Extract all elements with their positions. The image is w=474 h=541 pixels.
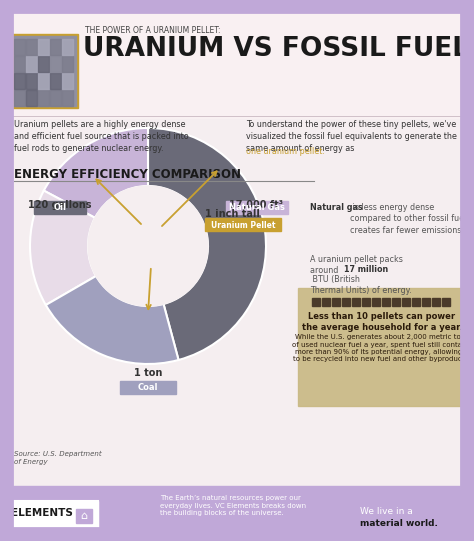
Text: THE POWER OF A URANIUM PELLET:: THE POWER OF A URANIUM PELLET: — [85, 26, 220, 35]
Text: Natural Gas: Natural Gas — [229, 202, 285, 212]
Bar — [50, 39, 61, 55]
Bar — [14, 39, 25, 55]
Bar — [62, 73, 73, 89]
Text: one uranium pellet.: one uranium pellet. — [246, 147, 325, 156]
Text: URANIUM VS FOSSIL FUELS: URANIUM VS FOSSIL FUELS — [83, 36, 474, 62]
Bar — [298, 288, 466, 406]
Bar — [392, 298, 400, 306]
Text: 17,000 ft³: 17,000 ft³ — [229, 200, 283, 210]
Bar — [38, 90, 49, 106]
Text: While the U.S. generates about 2,000 metric tons
of used nuclear fuel a year, sp: While the U.S. generates about 2,000 met… — [292, 334, 472, 362]
Bar — [372, 298, 380, 306]
Bar — [12, 34, 78, 108]
Bar — [50, 56, 61, 72]
Bar — [442, 298, 450, 306]
Bar — [402, 298, 410, 306]
Bar — [34, 201, 86, 214]
Bar — [10, 10, 464, 118]
Bar — [412, 298, 420, 306]
Bar — [38, 73, 49, 89]
Bar — [26, 73, 37, 89]
Circle shape — [88, 186, 208, 306]
Bar — [50, 90, 61, 106]
Bar — [76, 509, 92, 523]
Text: ELEMENTS: ELEMENTS — [11, 508, 73, 518]
Wedge shape — [44, 128, 148, 218]
Wedge shape — [148, 128, 266, 360]
Wedge shape — [46, 276, 179, 364]
Bar — [14, 90, 25, 106]
Text: 17 million: 17 million — [344, 265, 388, 274]
Bar — [226, 201, 288, 214]
Bar — [382, 298, 390, 306]
Text: 1 ton: 1 ton — [134, 368, 162, 378]
Bar — [205, 218, 281, 231]
Text: is less energy dense
compared to other fossil fuels, but
creates far fewer emiss: is less energy dense compared to other f… — [350, 203, 474, 235]
Text: Uranium Pellet: Uranium Pellet — [211, 221, 275, 229]
Bar — [62, 90, 73, 106]
Text: Oil: Oil — [54, 202, 66, 212]
Bar — [26, 39, 37, 55]
Bar — [322, 298, 330, 306]
Bar — [352, 298, 360, 306]
Bar — [26, 56, 37, 72]
Bar — [342, 298, 350, 306]
Text: 1 inch tall: 1 inch tall — [205, 209, 260, 219]
Text: Uranium pellets are a highly energy dense
and efficient fuel source that is pack: Uranium pellets are a highly energy dens… — [14, 120, 189, 153]
Text: The Earth’s natural resources power our
everyday lives. VC Elements breaks down
: The Earth’s natural resources power our … — [160, 495, 306, 517]
Text: Coal: Coal — [138, 384, 158, 393]
Text: Natural gas: Natural gas — [310, 203, 363, 212]
Bar — [10, 501, 98, 533]
Bar — [10, 501, 98, 533]
Bar — [120, 381, 176, 394]
Bar — [26, 90, 37, 106]
Bar — [62, 56, 73, 72]
Wedge shape — [30, 190, 96, 305]
Bar — [0, 486, 474, 541]
Text: We live in a: We live in a — [360, 506, 416, 516]
Bar — [50, 73, 61, 89]
Bar — [362, 298, 370, 306]
Text: Less than 10 pellets can power
the average household for a year.: Less than 10 pellets can power the avera… — [302, 312, 462, 332]
Bar — [422, 298, 430, 306]
Text: A uranium pellet packs
around: A uranium pellet packs around — [310, 255, 403, 275]
Bar — [38, 56, 49, 72]
Bar — [14, 56, 25, 72]
Text: BTU (British
Thermal Units) of energy.: BTU (British Thermal Units) of energy. — [310, 275, 412, 295]
Bar — [14, 73, 25, 89]
Text: 120 gallons: 120 gallons — [28, 200, 92, 210]
Text: To understand the power of these tiny pellets, we've
visualized the fossil fuel : To understand the power of these tiny pe… — [246, 120, 457, 153]
Text: material world.: material world. — [360, 518, 438, 527]
Bar — [14, 36, 76, 106]
Bar — [432, 298, 440, 306]
Text: Source: U.S. Department
of Energy: Source: U.S. Department of Energy — [14, 451, 101, 465]
Bar — [62, 39, 73, 55]
Bar — [312, 298, 320, 306]
Bar — [332, 298, 340, 306]
Text: elements.visualcapitalist.com: elements.visualcapitalist.com — [14, 533, 108, 538]
Bar — [38, 39, 49, 55]
Text: ENERGY EFFICIENCY COMPARISON: ENERGY EFFICIENCY COMPARISON — [14, 168, 241, 181]
Text: ⌂: ⌂ — [81, 511, 88, 521]
